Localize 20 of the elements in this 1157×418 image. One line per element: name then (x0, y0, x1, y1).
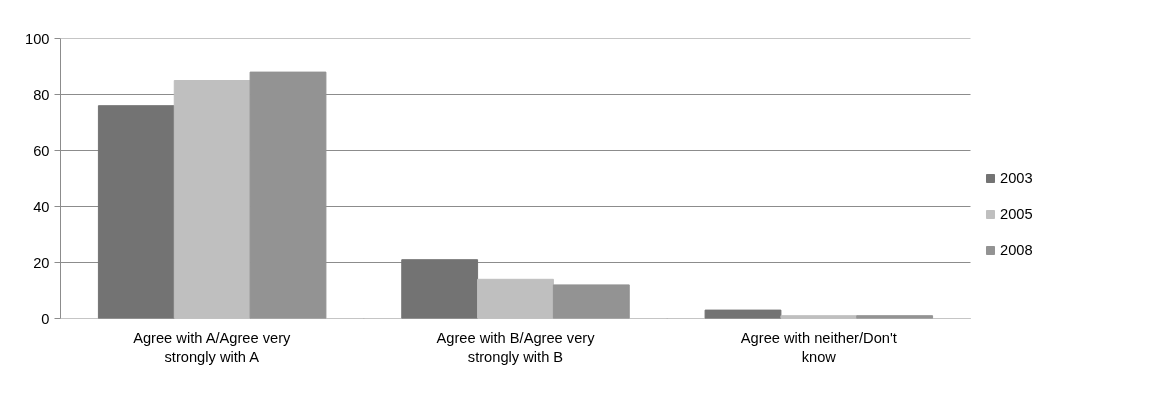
y-tick-label: 60 (33, 142, 50, 159)
legend-label: 2005 (1000, 206, 1033, 222)
bar (780, 315, 858, 319)
y-tick-label: 20 (33, 254, 50, 271)
bar (856, 315, 934, 319)
bar (552, 284, 630, 319)
x-tick-label: Agree with A/Agree very strongly with A (133, 329, 292, 365)
bar (401, 259, 479, 319)
bar (477, 278, 554, 319)
y-tick-label: 100 (25, 30, 50, 47)
legend-label: 2008 (1000, 242, 1033, 258)
bar (97, 105, 175, 319)
x-tick-label: Agree with B/Agree very strongly with B (436, 329, 596, 365)
legend-label: 2003 (1000, 170, 1033, 186)
x-tick-label: Agree with neither/Don't know (740, 329, 897, 365)
y-tick-label: 40 (33, 198, 50, 215)
bar (704, 309, 782, 319)
y-tick-label: 80 (33, 86, 50, 103)
bar (173, 80, 251, 319)
y-tick-label: 0 (41, 310, 50, 327)
